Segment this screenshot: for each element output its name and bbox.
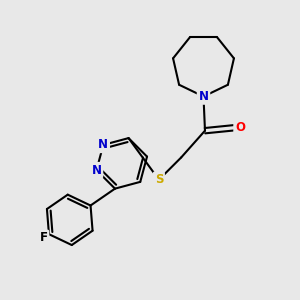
Text: N: N bbox=[92, 164, 101, 177]
Text: F: F bbox=[40, 231, 48, 244]
Text: N: N bbox=[199, 90, 208, 103]
Text: N: N bbox=[98, 138, 108, 152]
Text: O: O bbox=[235, 121, 245, 134]
Text: S: S bbox=[155, 173, 163, 186]
